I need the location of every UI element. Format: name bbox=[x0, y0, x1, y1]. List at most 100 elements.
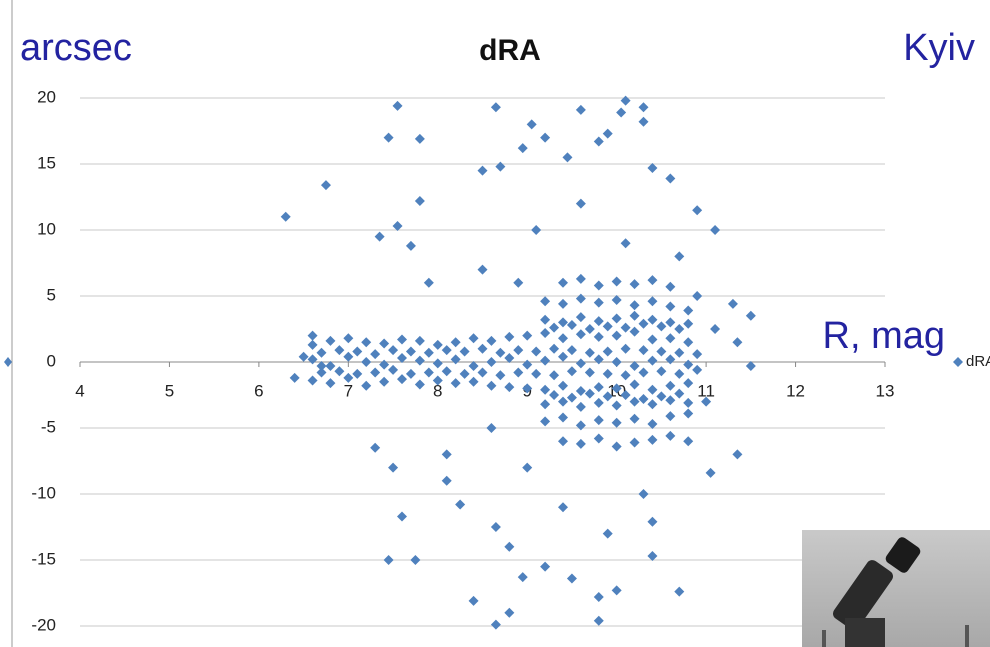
point bbox=[388, 463, 398, 473]
point bbox=[540, 562, 550, 572]
point bbox=[495, 348, 505, 358]
point bbox=[639, 394, 649, 404]
point bbox=[558, 352, 568, 362]
point bbox=[665, 395, 675, 405]
point bbox=[549, 344, 559, 354]
point bbox=[531, 369, 541, 379]
point bbox=[558, 436, 568, 446]
point bbox=[504, 332, 514, 342]
point bbox=[692, 291, 702, 301]
point bbox=[594, 398, 604, 408]
point bbox=[576, 386, 586, 396]
point bbox=[683, 319, 693, 329]
point bbox=[321, 180, 331, 190]
x-axis-label: R, mag bbox=[823, 315, 945, 357]
point bbox=[630, 311, 640, 321]
point bbox=[406, 241, 416, 251]
point bbox=[370, 349, 380, 359]
point bbox=[281, 212, 291, 222]
point bbox=[513, 368, 523, 378]
point bbox=[486, 423, 496, 433]
point bbox=[594, 298, 604, 308]
point bbox=[460, 346, 470, 356]
point bbox=[379, 377, 389, 387]
point bbox=[527, 119, 537, 129]
point bbox=[567, 345, 577, 355]
y-tick-label: -20 bbox=[31, 615, 56, 634]
point bbox=[710, 324, 720, 334]
point bbox=[469, 596, 479, 606]
point bbox=[384, 133, 394, 143]
point bbox=[656, 321, 666, 331]
chart-title: dRA bbox=[479, 34, 541, 67]
point bbox=[504, 608, 514, 618]
point bbox=[603, 529, 613, 539]
point bbox=[393, 101, 403, 111]
point bbox=[415, 196, 425, 206]
point bbox=[639, 319, 649, 329]
point bbox=[674, 324, 684, 334]
point bbox=[478, 265, 488, 275]
point bbox=[674, 587, 684, 597]
point bbox=[397, 374, 407, 384]
point bbox=[621, 370, 631, 380]
point bbox=[361, 337, 371, 347]
point bbox=[647, 356, 657, 366]
point bbox=[630, 379, 640, 389]
point bbox=[491, 102, 501, 112]
point bbox=[325, 336, 335, 346]
point bbox=[639, 345, 649, 355]
point bbox=[621, 323, 631, 333]
point bbox=[478, 344, 488, 354]
x-tick-label: 12 bbox=[786, 381, 805, 400]
point bbox=[518, 572, 528, 582]
point bbox=[576, 420, 586, 430]
point bbox=[630, 327, 640, 337]
point bbox=[647, 335, 657, 345]
point bbox=[558, 381, 568, 391]
y-tick-label: 10 bbox=[37, 219, 56, 238]
point bbox=[665, 174, 675, 184]
point bbox=[540, 356, 550, 366]
point bbox=[424, 368, 434, 378]
point bbox=[317, 348, 327, 358]
point bbox=[522, 360, 532, 370]
point bbox=[616, 108, 626, 118]
point bbox=[531, 346, 541, 356]
point bbox=[352, 369, 362, 379]
point bbox=[612, 585, 622, 595]
point bbox=[665, 354, 675, 364]
point bbox=[665, 411, 675, 421]
point bbox=[576, 329, 586, 339]
point bbox=[451, 354, 461, 364]
point bbox=[674, 251, 684, 261]
point bbox=[594, 280, 604, 290]
point bbox=[630, 414, 640, 424]
legend-label: dRA bbox=[966, 353, 990, 370]
legend-edge-marker bbox=[4, 357, 12, 367]
annotation: Kyiv bbox=[903, 27, 975, 69]
point bbox=[630, 397, 640, 407]
point bbox=[647, 296, 657, 306]
point bbox=[495, 370, 505, 380]
point bbox=[491, 522, 501, 532]
point bbox=[594, 592, 604, 602]
point bbox=[558, 502, 568, 512]
point bbox=[576, 402, 586, 412]
point bbox=[576, 294, 586, 304]
point bbox=[603, 346, 613, 356]
point bbox=[710, 225, 720, 235]
point bbox=[665, 282, 675, 292]
point bbox=[334, 366, 344, 376]
point bbox=[540, 315, 550, 325]
point bbox=[683, 408, 693, 418]
point bbox=[442, 345, 452, 355]
y-tick-label: 0 bbox=[47, 351, 56, 370]
x-tick-label: 5 bbox=[165, 381, 174, 400]
point bbox=[379, 360, 389, 370]
point bbox=[567, 320, 577, 330]
point bbox=[558, 333, 568, 343]
point bbox=[567, 393, 577, 403]
grid: -20-15-10-50510152045678910111213 bbox=[31, 87, 894, 634]
point bbox=[683, 306, 693, 316]
